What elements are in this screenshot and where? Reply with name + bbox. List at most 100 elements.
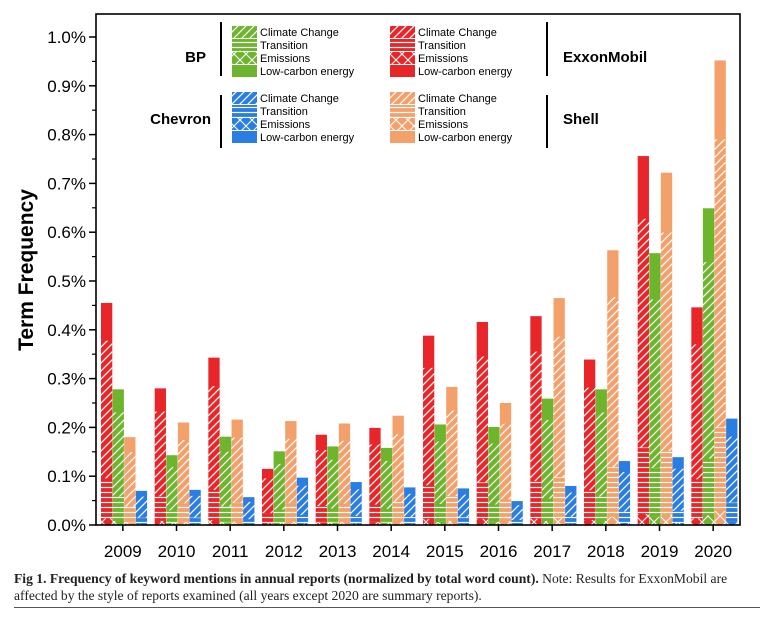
- y-tick-label: 0.8%: [47, 126, 86, 145]
- bar-segment: [166, 522, 178, 525]
- bar-segment: [315, 450, 327, 507]
- bar-segment: [476, 518, 488, 525]
- bar-segment: [189, 517, 201, 524]
- bar-segment: [124, 452, 136, 507]
- bar-segment: [219, 451, 232, 507]
- bar-segment: [726, 436, 738, 503]
- bar-segment: [607, 296, 619, 468]
- bar-segment: [285, 438, 297, 504]
- bar-segment: [541, 521, 554, 525]
- x-tick-label: 2017: [533, 542, 571, 561]
- caption-title: Fig 1. Frequency of keyword mentions in …: [14, 571, 539, 586]
- bar-segment: [607, 516, 619, 525]
- x-tick-label: 2011: [212, 542, 249, 561]
- bar-segment: [101, 340, 113, 479]
- bar-segment: [649, 299, 661, 468]
- bar-segment: [499, 423, 512, 500]
- bar-segment: [296, 515, 309, 524]
- legend-company: ExxonMobil: [563, 49, 647, 66]
- bar-segment: [285, 521, 297, 525]
- bar-segment: [541, 498, 554, 522]
- bar-segment: [154, 520, 166, 525]
- bar-segment: [488, 443, 500, 505]
- legend-swatch-pattern: [390, 92, 415, 104]
- bar-segment: [231, 437, 243, 503]
- bar-segment: [702, 515, 715, 525]
- bar-segment: [553, 518, 565, 525]
- legend-swatch-pattern: [232, 105, 257, 117]
- bar-segment: [392, 521, 404, 525]
- bar-segment: [208, 489, 220, 520]
- bar-segment: [565, 492, 577, 517]
- chart: 0.0% 0.1% 0.2% 0.3% 0.4% 0.5% 0.6% 0.7% 0.8% 0.9%…: [15, 13, 741, 561]
- bar-segment: [499, 499, 512, 522]
- y-tick-label: 0.9%: [47, 77, 86, 96]
- bar-segment: [285, 503, 297, 522]
- bar-segment: [273, 463, 285, 510]
- bar-segment: [112, 496, 124, 521]
- bar-segment: [660, 232, 673, 452]
- bar-segment: [672, 468, 684, 511]
- bar-segment: [607, 467, 619, 517]
- legend-swatch-pattern: [232, 52, 257, 64]
- bar-segment: [618, 523, 631, 525]
- y-tick-label: 0.3%: [47, 370, 86, 389]
- bar-segment: [446, 410, 458, 496]
- legend-swatch-pattern: [232, 26, 257, 38]
- bar-segment: [101, 518, 113, 525]
- bar-segment: [530, 481, 542, 519]
- legend-label: Climate Change: [260, 93, 339, 105]
- bar-segment: [637, 447, 649, 514]
- y-tick-label: 1.0%: [47, 28, 86, 47]
- legend-label: Emissions: [260, 53, 311, 65]
- plot-frame: [95, 13, 741, 526]
- bar-segment: [691, 479, 703, 519]
- y-tick-label: 0.5%: [47, 272, 86, 291]
- bar-segment: [380, 461, 393, 509]
- y-tick-label: 0.0%: [47, 516, 86, 535]
- bar-segment: [476, 482, 488, 519]
- x-tick-label: 2020: [694, 542, 732, 561]
- bar-segment: [327, 508, 339, 523]
- bar-segment: [350, 489, 362, 516]
- bar-segment: [457, 517, 470, 524]
- bar-segment: [262, 523, 274, 525]
- axes: 0.0% 0.1% 0.2% 0.3% 0.4% 0.5% 0.6% 0.7% 0.8% 0.9%…: [47, 28, 732, 561]
- bar-segment: [714, 511, 726, 525]
- bar-segment: [338, 521, 351, 525]
- bar-segment: [154, 496, 166, 521]
- bar-segment: [499, 521, 512, 525]
- bar-segment: [530, 351, 542, 482]
- bar-segment: [637, 218, 649, 448]
- legend-swatch-pattern: [232, 39, 257, 51]
- legend-label: Climate Change: [260, 27, 339, 39]
- bar-segment: [101, 478, 113, 519]
- bar-segment: [691, 518, 703, 525]
- x-tick-label: 2010: [158, 542, 196, 561]
- bar-segment: [702, 262, 715, 459]
- bar-segment: [511, 505, 523, 520]
- bar-segment: [189, 495, 201, 518]
- bar-segment: [434, 521, 446, 525]
- y-tick-label: 0.4%: [47, 321, 86, 340]
- bar-segment: [369, 504, 381, 523]
- bar-segment: [208, 386, 220, 490]
- bar-segment: [553, 477, 565, 519]
- bar-segment: [166, 467, 178, 511]
- legend-label: Climate Change: [418, 93, 497, 105]
- bar-segment: [219, 506, 232, 523]
- x-tick-label: 2015: [426, 542, 464, 561]
- bar-segment: [338, 440, 351, 504]
- bar-segment: [392, 502, 404, 522]
- legend-swatch: [390, 65, 415, 77]
- bar-segment: [124, 522, 136, 525]
- bar-segment: [434, 441, 446, 504]
- bar-segment: [672, 510, 684, 523]
- legend-label: Low-carbon energy: [260, 132, 355, 144]
- y-axis-label: Term Frequency: [15, 189, 38, 351]
- bar-segment: [488, 522, 500, 525]
- bar-segment: [315, 522, 327, 525]
- legend-company: Shell: [563, 111, 599, 128]
- bar-segment: [231, 521, 243, 525]
- caption-note: Note: Results for ExxonMobil are affecte…: [14, 571, 728, 603]
